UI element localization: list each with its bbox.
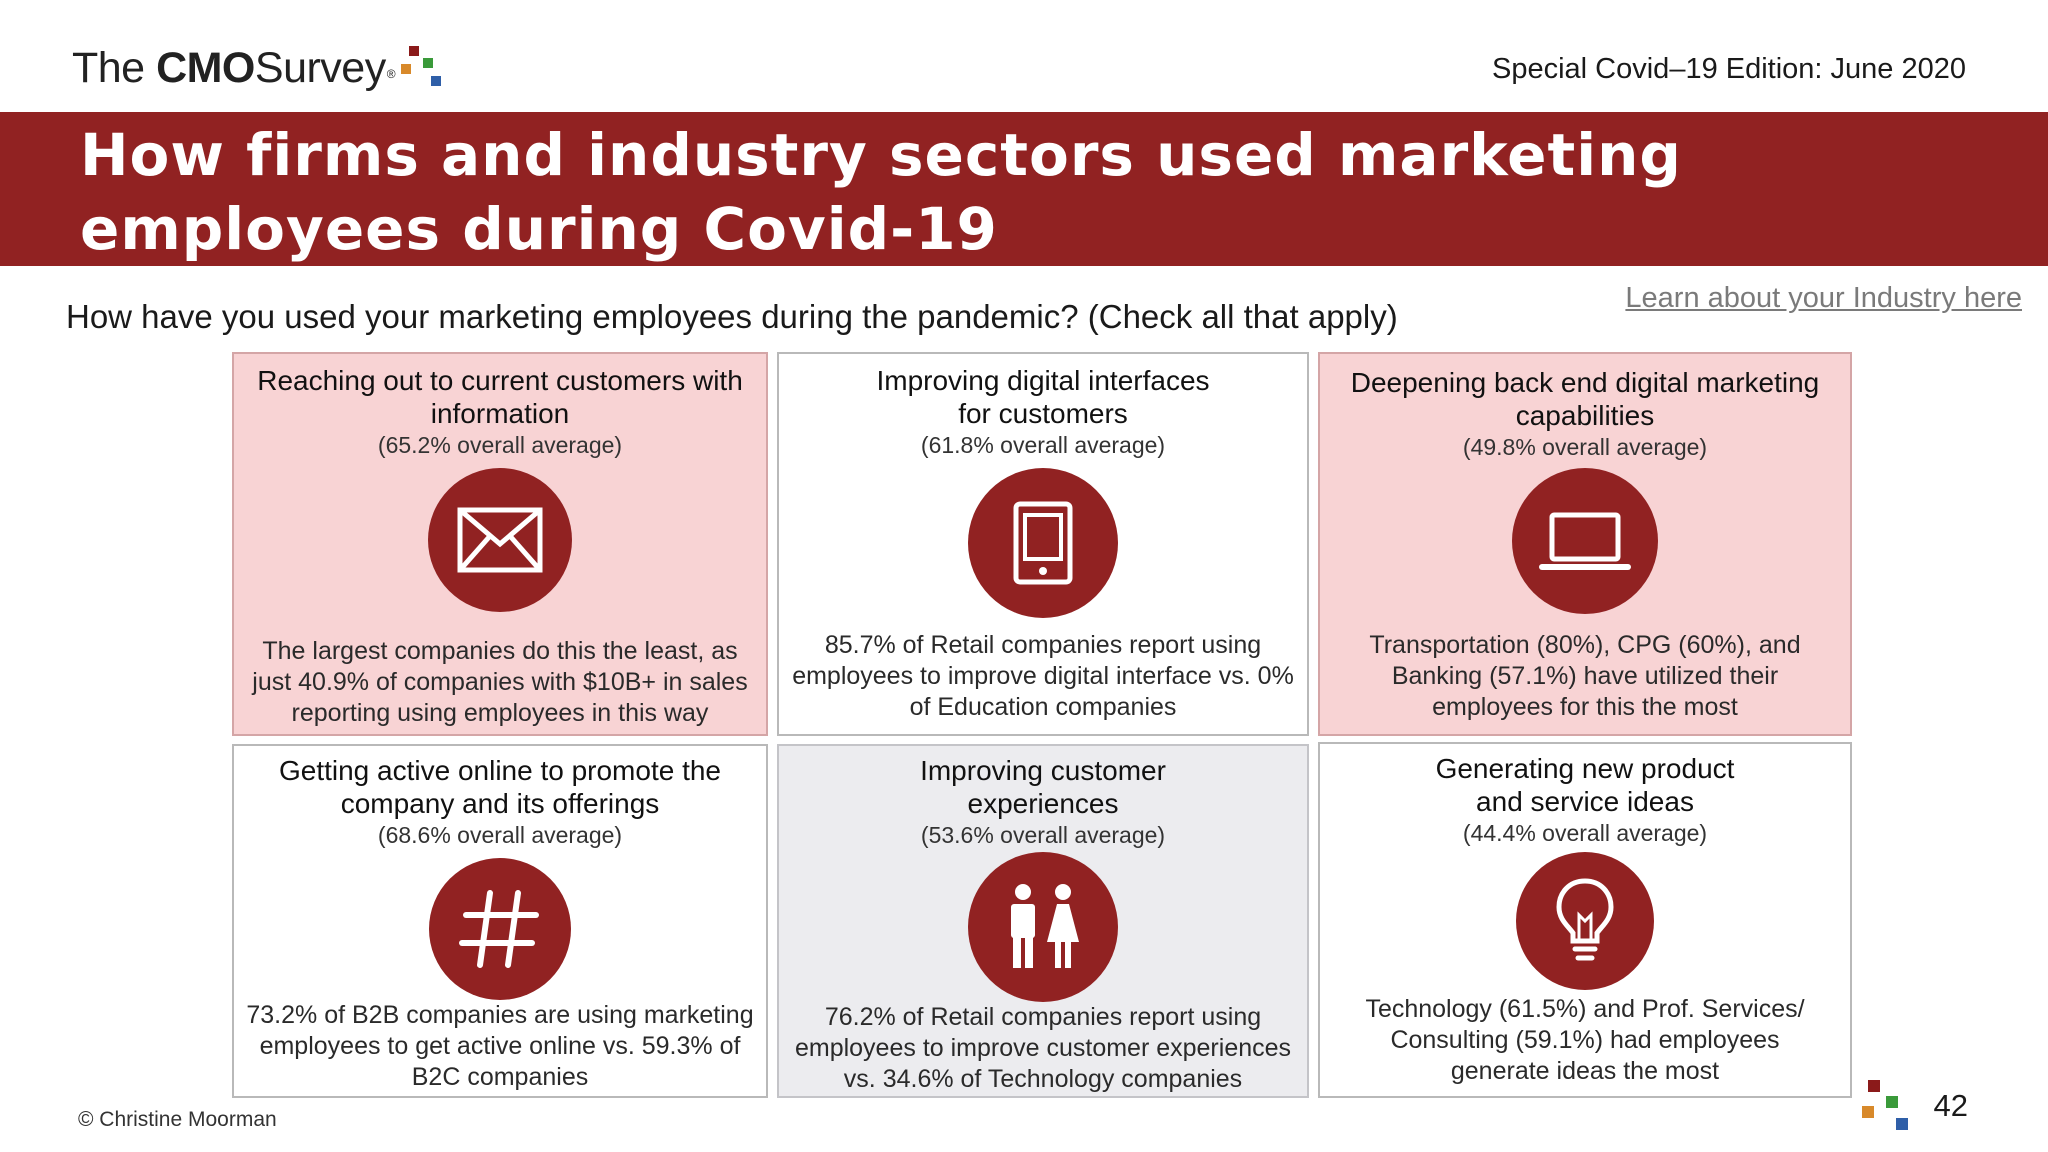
card-description: 76.2% of Retail companies report using e… (794, 1003, 1292, 1093)
hashtag-icon (429, 858, 571, 1000)
card-customer-experiences: Improving customer experiences (53.6% ov… (777, 744, 1309, 1098)
laptop-icon (1512, 468, 1658, 614)
copyright: © Christine Moorman (78, 1108, 277, 1131)
card-average: (61.8% overall average) (920, 432, 1166, 458)
cmo-survey-logo: The CMOSurvey® (72, 40, 455, 126)
card-description: Transportation (80%), CPG (60%), and Ban… (1369, 631, 1801, 721)
card-title: Getting active online to promote the com… (278, 755, 722, 819)
tablet-icon (968, 468, 1118, 618)
corner-logo-squares-icon (1862, 1078, 1910, 1130)
cards-grid: Reaching out to current customers with i… (232, 352, 1852, 1098)
edition-label: Special Covid–19 Edition: June 2020 (1492, 53, 1966, 85)
card-average: (68.6% overall average) (377, 822, 623, 848)
card-back-end-digital: Deepening back end digital marketing cap… (1318, 352, 1852, 736)
card-title: Improving digital interfaces for custome… (876, 365, 1210, 429)
card-description: 73.2% of B2B companies are using marketi… (246, 1001, 754, 1091)
learn-industry-link[interactable]: Learn about your Industry here (1625, 282, 2022, 314)
page-number: 42 (1933, 1088, 1968, 1123)
card-title: Improving customer experiences (920, 755, 1166, 819)
survey-question: How have you used your marketing employe… (66, 298, 1398, 335)
card-active-online: Getting active online to promote the com… (232, 744, 768, 1098)
card-title: Generating new product and service ideas (1435, 753, 1735, 817)
lightbulb-icon (1516, 852, 1654, 990)
people-icon (968, 852, 1118, 1002)
card-title: Deepening back end digital marketing cap… (1350, 367, 1820, 431)
logo-squares-icon (401, 40, 455, 96)
card-title: Reaching out to current customers with i… (257, 365, 743, 429)
card-average: (65.2% overall average) (377, 432, 623, 458)
card-reaching-out: Reaching out to current customers with i… (232, 352, 768, 736)
card-average: (49.8% overall average) (1462, 434, 1708, 460)
card-description: 85.7% of Retail companies report using e… (792, 631, 1294, 721)
card-new-ideas: Generating new product and service ideas… (1318, 742, 1852, 1098)
logo-wordmark: The CMOSurvey® (72, 44, 396, 92)
card-digital-interfaces: Improving digital interfaces for custome… (777, 352, 1309, 736)
card-description: The largest companies do this the least,… (252, 637, 748, 727)
envelope-icon (428, 468, 572, 612)
card-average: (53.6% overall average) (920, 822, 1166, 848)
card-average: (44.4% overall average) (1462, 820, 1708, 846)
title-banner: How firms and industry sectors used mark… (0, 112, 2048, 266)
card-description: Technology (61.5%) and Prof. Services/ C… (1365, 995, 1805, 1085)
page-title: How firms and industry sectors used mark… (80, 121, 1682, 263)
